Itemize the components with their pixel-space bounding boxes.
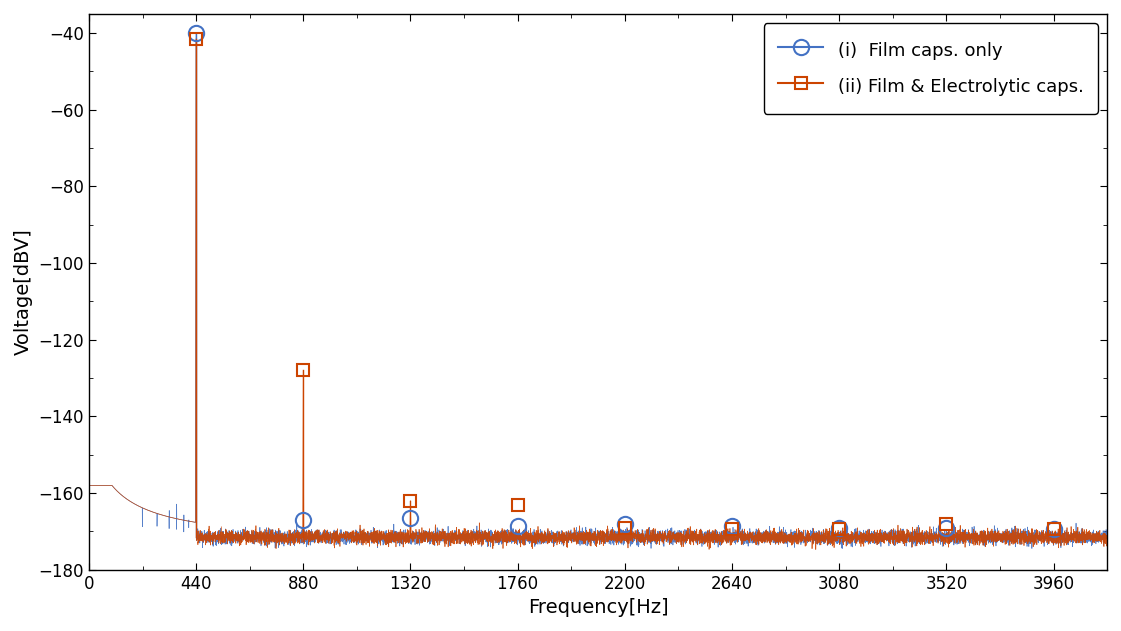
X-axis label: Frequency[Hz]: Frequency[Hz] [528, 598, 668, 617]
Y-axis label: Voltage[dBV]: Voltage[dBV] [13, 228, 33, 355]
Legend: (i)  Film caps. only, (ii) Film & Electrolytic caps.: (i) Film caps. only, (ii) Film & Electro… [763, 23, 1099, 114]
